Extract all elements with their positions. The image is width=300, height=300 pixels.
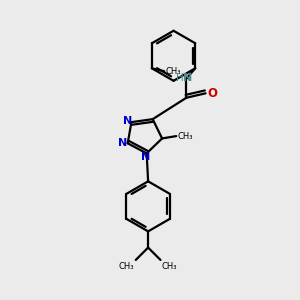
Text: O: O xyxy=(208,87,218,100)
Text: N: N xyxy=(141,152,150,162)
Text: CH₃: CH₃ xyxy=(166,67,181,76)
Text: H: H xyxy=(176,73,184,83)
Text: CH₃: CH₃ xyxy=(119,262,134,271)
Text: N: N xyxy=(183,73,192,83)
Text: N: N xyxy=(123,116,132,126)
Text: CH₃: CH₃ xyxy=(162,262,178,271)
Text: N: N xyxy=(118,138,127,148)
Text: CH₃: CH₃ xyxy=(178,132,193,141)
